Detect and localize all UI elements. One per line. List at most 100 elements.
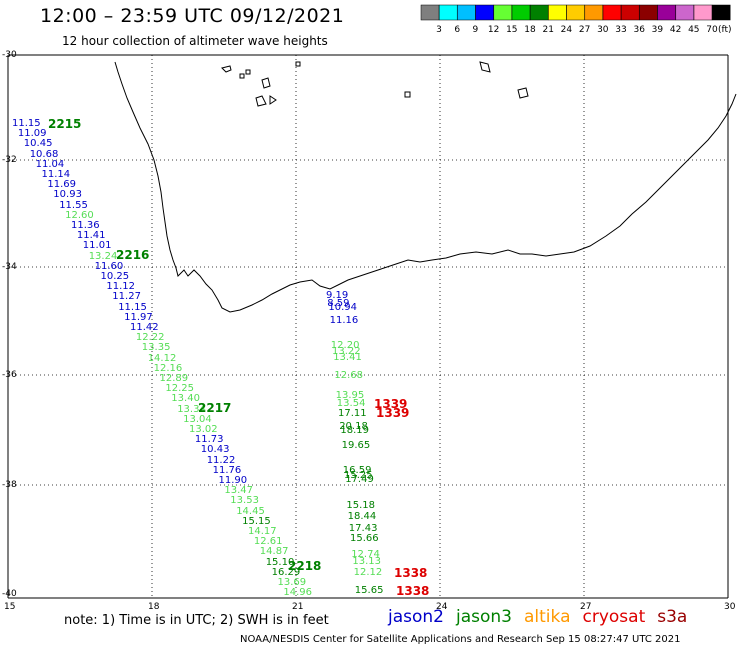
swh-label: 13.22: [332, 346, 361, 357]
pass-number: 1338: [396, 584, 430, 598]
swh-label: 12.16: [153, 362, 183, 374]
swh-label: 17.49: [345, 474, 374, 485]
lat-label: -36: [2, 370, 17, 380]
swh-label: 10.45: [23, 138, 53, 150]
swh-label: 20.18: [339, 421, 368, 432]
swh-label: 14.12: [147, 352, 177, 364]
swh-label: 11.16: [329, 315, 359, 326]
swh-label: 18.44: [347, 511, 377, 522]
swh-label: 14.96: [283, 587, 313, 599]
swh-label: 13.35: [141, 342, 171, 354]
swh-label: 8.59: [327, 298, 350, 309]
swh-label: 12.89: [159, 373, 189, 384]
legend-cryosat: cryosat: [582, 607, 646, 627]
lat-label: -40: [2, 589, 17, 599]
swh-label: 11.42: [130, 322, 159, 333]
pass-number: 1338: [394, 566, 428, 580]
lon-label: 24: [436, 602, 448, 612]
swh-label: 13.34: [177, 403, 206, 415]
scale-tick-label: 6: [454, 25, 460, 35]
swh-label: 10.93: [53, 189, 82, 201]
lon-label: 15: [4, 602, 16, 612]
swh-label: 12.25: [165, 383, 195, 395]
scale-tick-label: 12: [488, 25, 499, 35]
swh-label: 9.19: [326, 290, 349, 301]
swh-label: 11.60: [94, 260, 124, 272]
swh-label: 13.24: [88, 250, 118, 262]
scale-tick-label: 36: [633, 25, 645, 35]
swh-label: 11.69: [47, 179, 77, 191]
lat-label: -32: [2, 155, 17, 165]
pass-number: 2218: [288, 559, 322, 573]
swh-label: 13.47: [224, 485, 254, 497]
swh-label: 15.10: [265, 556, 295, 568]
legend-altika: altika: [524, 607, 571, 627]
scale-tick-label: 42: [670, 25, 681, 35]
lesotho-border: [221, 61, 529, 107]
swh-label: 13.13: [352, 556, 382, 567]
swh-label: 17.11: [338, 408, 367, 419]
swh-label: 16.59: [342, 465, 372, 476]
swh-label: 14.45: [236, 505, 265, 517]
scale-tick-label: 27: [579, 25, 590, 35]
swh-label: 12.22: [135, 332, 165, 344]
swh-label: 11.55: [59, 199, 88, 211]
swh-label: 12.68: [334, 370, 364, 381]
swh-label: 13.40: [171, 393, 200, 405]
legend-s3a: s3a: [657, 607, 688, 627]
swh-label: 10.68: [29, 148, 59, 160]
pass-number: 1339: [374, 397, 408, 411]
scale-tick-label: 30: [597, 25, 609, 35]
coastline: [114, 61, 737, 313]
swh-label: 15.65: [354, 585, 384, 596]
swh-label: 13.53: [230, 495, 259, 507]
scale-unit: (ft): [718, 25, 732, 35]
swh-label: 11.41: [76, 230, 106, 242]
lat-label: -34: [2, 262, 17, 272]
swh-label: 15.18: [346, 500, 376, 511]
footer-credit: NOAA/NESDIS Center for Satellite Applica…: [240, 634, 681, 645]
scale-tick-label: 18: [524, 25, 536, 35]
lon-label: 27: [580, 602, 592, 612]
swh-label: 11.76: [212, 464, 242, 476]
swh-label: 18.19: [340, 425, 370, 436]
lon-label: 18: [148, 602, 160, 612]
swh-label: 13.04: [183, 413, 212, 425]
note-text: note: 1) Time is in UTC; 2) SWH is in fe…: [64, 613, 329, 628]
satellite-legend: jason2 jason3 altika cryosat s3a: [388, 607, 699, 627]
lat-label: -30: [2, 50, 17, 60]
scale-swatch: [711, 4, 731, 21]
legend-jason3: jason3: [456, 607, 512, 627]
swh-label: 10.94: [328, 302, 358, 313]
swh-label: 16.29: [271, 566, 301, 578]
scale-tick-label: 21: [542, 25, 553, 35]
scale-tick-label: 70: [706, 25, 718, 35]
swh-label: 11.97: [124, 311, 153, 323]
swh-label: 14.17: [248, 526, 277, 537]
scale-tick-label: 15: [506, 25, 517, 35]
swh-label: 13.41: [333, 352, 362, 363]
lat-lon-grid: [7, 54, 729, 599]
swh-label: 13.95: [335, 390, 365, 401]
swh-label: 15.25: [344, 470, 373, 481]
swh-label: 11.27: [112, 291, 141, 303]
swh-label: 12.60: [65, 209, 94, 221]
pass-number: 1339: [376, 406, 410, 420]
scale-tick-label: 24: [561, 25, 573, 35]
pass-number: 2216: [116, 248, 150, 262]
swh-label: 11.73: [194, 434, 224, 446]
swh-label: 12.12: [353, 567, 383, 578]
swh-label: 17.43: [348, 523, 378, 534]
swh-label: 11.15: [118, 301, 147, 313]
scale-tick-label: 3: [436, 25, 442, 35]
swh-label: 13.02: [189, 424, 218, 435]
swh-label: 15.66: [350, 533, 379, 544]
swh-label: 11.22: [206, 454, 236, 466]
swh-label: 13.54: [336, 398, 366, 409]
swh-label: 11.36: [71, 220, 100, 231]
pass-number: 2217: [198, 401, 232, 415]
swh-label: 11.04: [35, 158, 65, 170]
swh-label: 12.20: [330, 340, 360, 351]
swh-label: 19.65: [341, 440, 371, 451]
